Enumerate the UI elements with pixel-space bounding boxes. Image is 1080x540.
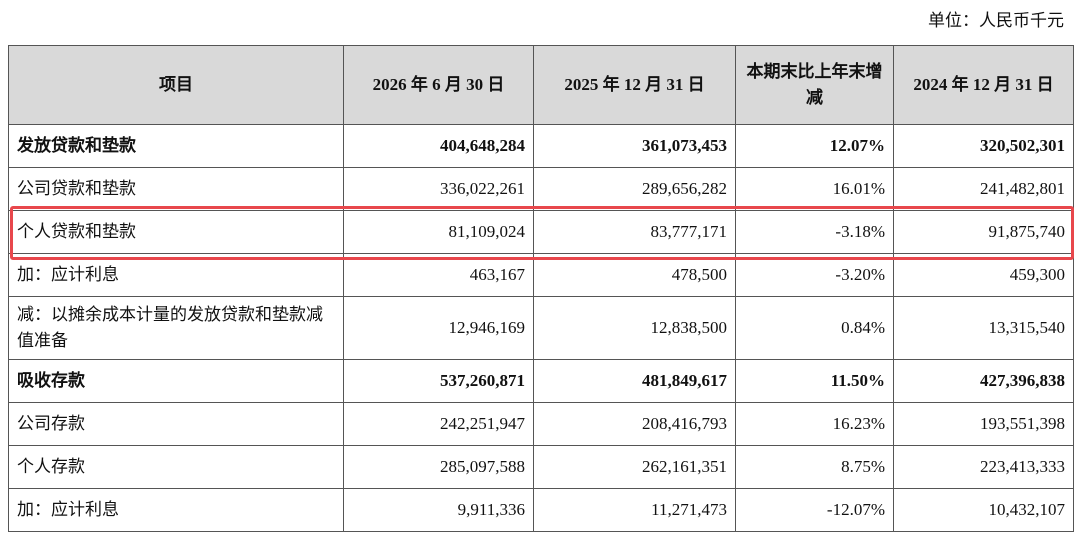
row-label: 公司存款	[8, 402, 344, 446]
cell: 285,097,588	[343, 445, 534, 489]
cell: 16.01%	[735, 167, 894, 211]
table-row: 个人贷款和垫款 81,109,024 83,777,171 -3.18% 91,875,…	[8, 210, 1074, 254]
cell: 193,551,398	[893, 402, 1074, 446]
cell: 361,073,453	[533, 124, 736, 168]
header-cell: 本期末比上年末增减	[735, 45, 894, 125]
cell: -3.18%	[735, 210, 894, 254]
cell: 12.07%	[735, 124, 894, 168]
cell: 241,482,801	[893, 167, 1074, 211]
cell: 81,109,024	[343, 210, 534, 254]
cell: 459,300	[893, 253, 1074, 297]
cell: 289,656,282	[533, 167, 736, 211]
table-row: 发放贷款和垫款 404,648,284 361,073,453 12.07% 320,5…	[8, 124, 1074, 168]
row-label: 加：应计利息	[8, 488, 344, 532]
cell: 16.23%	[735, 402, 894, 446]
cell: 10,432,107	[893, 488, 1074, 532]
unit-label: 单位：人民币千元	[928, 11, 1064, 30]
header-cell: 2025 年 12 月 31 日	[533, 45, 736, 125]
row-label: 个人贷款和垫款	[8, 210, 344, 254]
cell: 427,396,838	[893, 359, 1074, 403]
header-cell: 2026 年 6 月 30 日	[343, 45, 534, 125]
cell: 8.75%	[735, 445, 894, 489]
row-label: 公司贷款和垫款	[8, 167, 344, 211]
row-label: 吸收存款	[8, 359, 344, 403]
cell: 404,648,284	[343, 124, 534, 168]
cell: 11,271,473	[533, 488, 736, 532]
table-body: 发放贷款和垫款 404,648,284 361,073,453 12.07% 320,5…	[8, 124, 1074, 532]
cell: 223,413,333	[893, 445, 1074, 489]
cell: 13,315,540	[893, 296, 1074, 360]
cell: 478,500	[533, 253, 736, 297]
cell: -12.07%	[735, 488, 894, 532]
data-table: 项目 2026 年 6 月 30 日 2025 年 12 月 31 日本期末比上年末…	[8, 45, 1074, 532]
cell: 463,167	[343, 253, 534, 297]
cell: 12,946,169	[343, 296, 534, 360]
row-label: 发放贷款和垫款	[8, 124, 344, 168]
header-row: 项目 2026 年 6 月 30 日 2025 年 12 月 31 日本期末比上年末…	[8, 45, 1074, 125]
cell: 262,161,351	[533, 445, 736, 489]
cell: 208,416,793	[533, 402, 736, 446]
table-row: 吸收存款 537,260,871 481,849,617 11.50% 427,396,…	[8, 359, 1074, 403]
cell: 481,849,617	[533, 359, 736, 403]
cell: 83,777,171	[533, 210, 736, 254]
cell: 336,022,261	[343, 167, 534, 211]
cell: 9,911,336	[343, 488, 534, 532]
cell: 537,260,871	[343, 359, 534, 403]
cell: 242,251,947	[343, 402, 534, 446]
table-row: 公司存款 242,251,947 208,416,793 16.23% 193,551,…	[8, 402, 1074, 446]
cell: 91,875,740	[893, 210, 1074, 254]
table-row: 减：以摊余成本计量的发放贷款和垫款减值准备 12,946,169 12,838,50…	[8, 296, 1074, 360]
row-label: 减：以摊余成本计量的发放贷款和垫款减值准备	[8, 296, 344, 360]
cell: 0.84%	[735, 296, 894, 360]
cell: 12,838,500	[533, 296, 736, 360]
cell: -3.20%	[735, 253, 894, 297]
row-label: 加：应计利息	[8, 253, 344, 297]
header-cell: 项目	[8, 45, 344, 125]
table-row: 公司贷款和垫款 336,022,261 289,656,282 16.01% 241,4…	[8, 167, 1074, 211]
table-row: 加：应计利息 463,167 478,500 -3.20% 459,300	[8, 253, 1074, 297]
row-label: 个人存款	[8, 445, 344, 489]
table-row: 个人存款 285,097,588 262,161,351 8.75% 223,413,3…	[8, 445, 1074, 489]
cell: 320,502,301	[893, 124, 1074, 168]
header-cell: 2024 年 12 月 31 日	[893, 45, 1074, 125]
cell: 11.50%	[735, 359, 894, 403]
table-row: 加：应计利息 9,911,336 11,271,473 -12.07% 10,432,1…	[8, 488, 1074, 532]
